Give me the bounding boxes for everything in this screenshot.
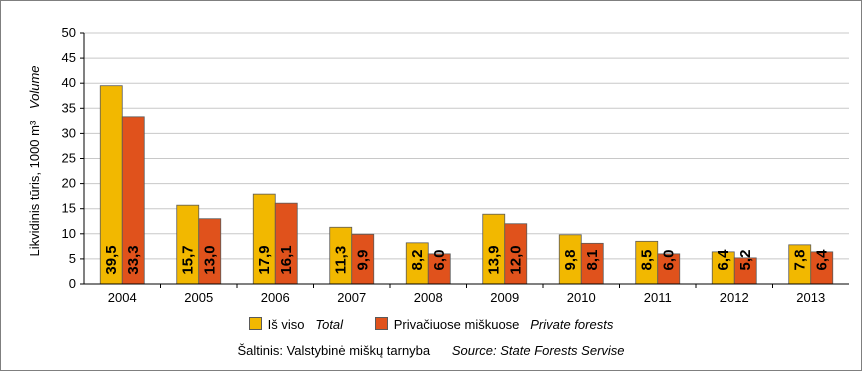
legend-item-total: Iš viso Total [248, 317, 344, 332]
y-tick-label: 45 [62, 50, 76, 65]
data-label: 16,1 [278, 245, 295, 274]
legend-swatch-private [374, 317, 388, 330]
x-tick-label: 2005 [184, 290, 213, 305]
x-tick-label: 2013 [796, 290, 825, 305]
x-tick-label: 2009 [490, 290, 519, 305]
data-label: 6,0 [660, 250, 677, 271]
data-label: 8,2 [409, 250, 426, 271]
y-tick-label: 0 [69, 276, 76, 291]
y-tick-label: 30 [62, 125, 76, 140]
legend: Iš viso Total Privačiuose miškuose Priva… [1, 317, 861, 332]
data-label: 8,1 [584, 250, 601, 271]
x-tick-label: 2010 [567, 290, 596, 305]
source-lt: Šaltinis: Valstybinė miškų tarnyba [237, 343, 431, 358]
y-tick-label: 25 [62, 151, 76, 166]
legend-item-private: Privačiuose miškuose Private forests [374, 317, 614, 332]
y-tick-label: 40 [62, 75, 76, 90]
y-tick-label: 5 [69, 251, 76, 266]
y-axis-label: Likvidinis tūris, 1000 m³ Volume [27, 65, 42, 256]
data-label: 9,8 [562, 250, 579, 271]
data-label: 13,9 [485, 245, 502, 274]
data-label: 15,7 [179, 245, 196, 274]
bars: 39,5 33,3 15,7 13,0 17,9 16,1 11,3 9,9 8,2 6,0 13,… [99, 85, 834, 285]
data-label: 11,3 [332, 246, 349, 274]
legend-swatch-total [248, 317, 262, 330]
data-label: 6,4 [715, 249, 732, 271]
x-tick-label: 2008 [414, 290, 443, 305]
source-note: Šaltinis: Valstybinė miškų tarnyba Sourc… [1, 343, 861, 358]
data-label: 6,0 [431, 250, 448, 271]
source-en: Source: State Forests Servise [451, 343, 625, 358]
x-tick-label: 2011 [644, 290, 672, 305]
y-tick-label: 10 [62, 226, 76, 241]
data-label: 5,2 [737, 250, 754, 271]
legend-label-total: Iš viso [267, 317, 305, 332]
data-label: 9,9 [354, 250, 371, 271]
legend-label-private-en: Private forests [530, 317, 614, 332]
data-label: 12,0 [507, 245, 524, 274]
x-tick-label: 2004 [108, 290, 137, 305]
bar-chart: 39,5 33,3 15,7 13,0 17,9 16,1 11,3 9,9 8,2 6,0 13,… [27, 25, 849, 305]
data-label: 33,3 [125, 245, 142, 274]
data-label: 13,0 [201, 245, 218, 274]
axes: 0 5 10 15 20 25 30 35 40 45 50 2004 2005 2006 2007 2008… [62, 25, 849, 305]
data-label: 7,8 [791, 250, 808, 271]
data-label: 39,5 [103, 245, 120, 274]
y-tick-label: 15 [62, 201, 76, 216]
data-label: 17,9 [256, 245, 273, 274]
x-tick-label: 2007 [337, 290, 366, 305]
y-tick-label: 50 [62, 25, 76, 40]
x-tick-label: 2006 [261, 290, 290, 305]
x-tick-label: 2012 [720, 290, 749, 305]
y-tick-label: 20 [62, 176, 76, 191]
legend-label-private: Privačiuose miškuose [393, 317, 520, 332]
data-label: 8,5 [638, 250, 655, 271]
legend-label-total-en: Total [315, 317, 344, 332]
y-tick-label: 35 [62, 100, 76, 115]
data-label: 6,4 [813, 249, 830, 271]
